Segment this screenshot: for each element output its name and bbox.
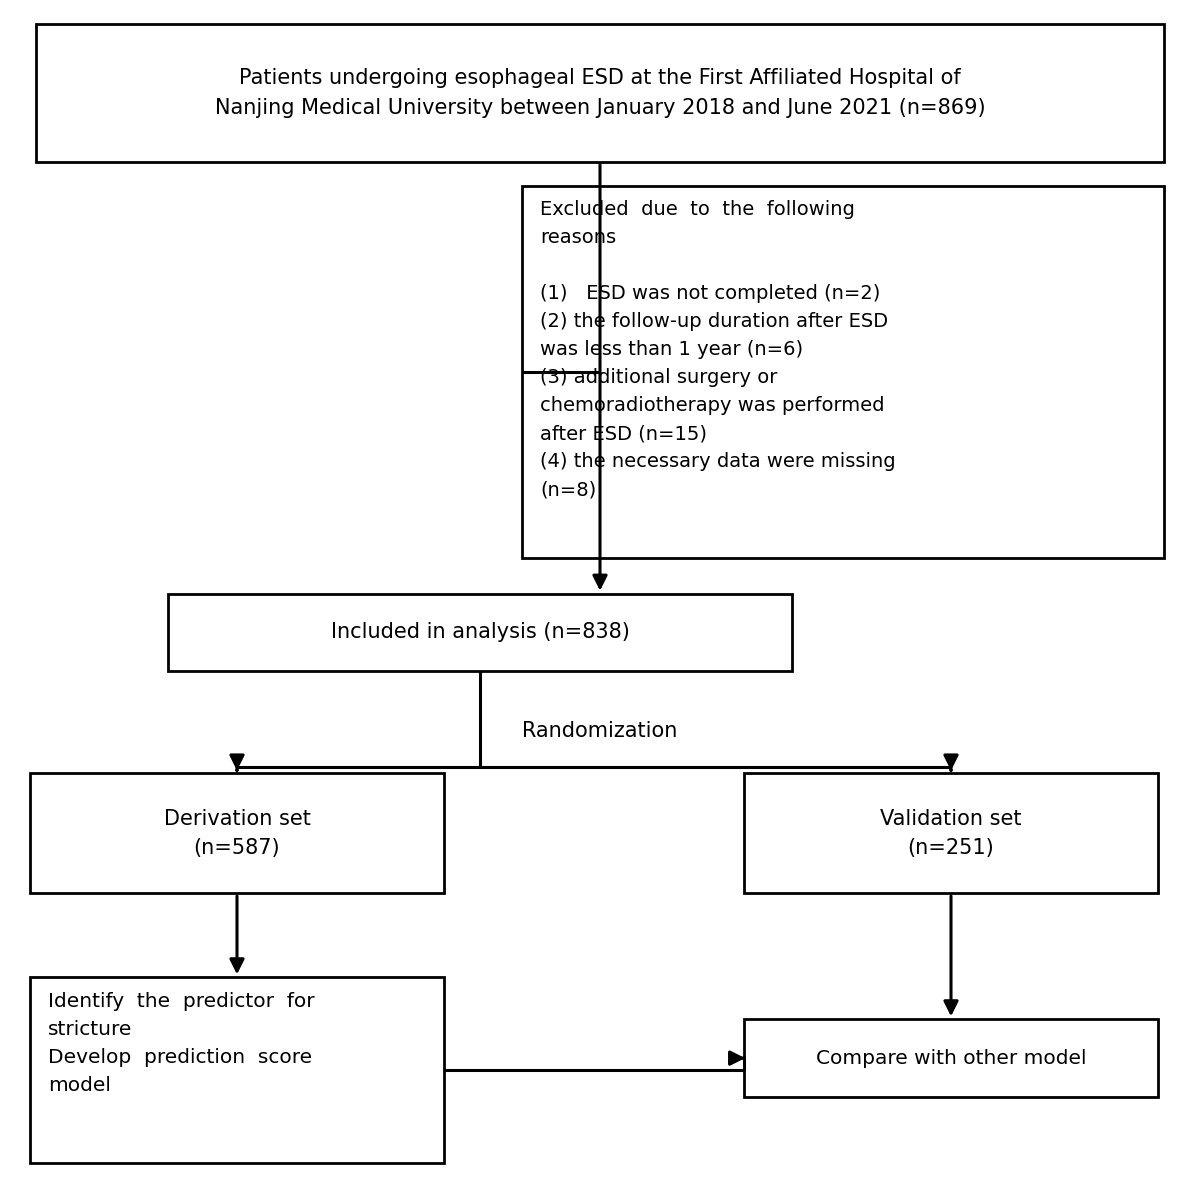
Text: Derivation set
(n=587): Derivation set (n=587) [163,808,311,858]
FancyBboxPatch shape [36,24,1164,162]
FancyBboxPatch shape [30,773,444,893]
Text: Included in analysis (n=838): Included in analysis (n=838) [330,622,630,643]
Text: Excluded  due  to  the  following
reasons

(1)   ESD was not completed (n=2)
(2): Excluded due to the following reasons (1… [540,200,895,499]
Text: Patients undergoing esophageal ESD at the First Affiliated Hospital of
Nanjing M: Patients undergoing esophageal ESD at th… [215,68,985,118]
Text: Compare with other model: Compare with other model [816,1049,1086,1067]
FancyBboxPatch shape [744,1019,1158,1097]
Text: Validation set
(n=251): Validation set (n=251) [881,808,1021,858]
FancyBboxPatch shape [744,773,1158,893]
FancyBboxPatch shape [30,977,444,1163]
Text: Identify  the  predictor  for
stricture
Develop  prediction  score
model: Identify the predictor for stricture Dev… [48,992,314,1095]
Text: Randomization: Randomization [522,722,678,741]
FancyBboxPatch shape [522,186,1164,558]
FancyBboxPatch shape [168,594,792,671]
